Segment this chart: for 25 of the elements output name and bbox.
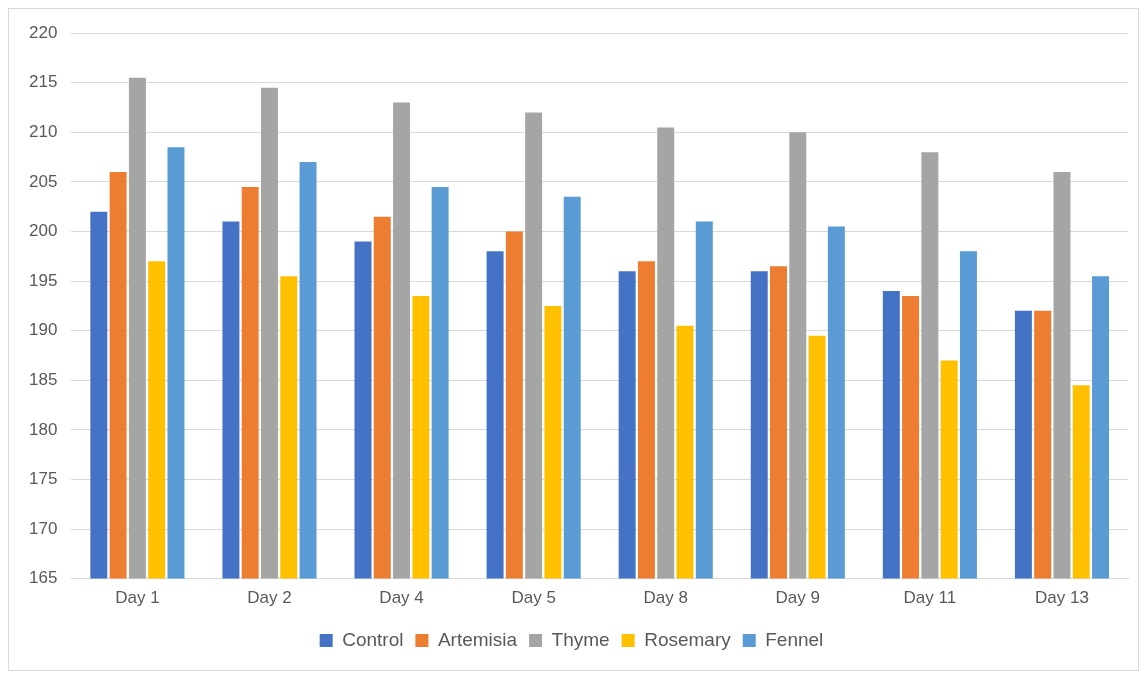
legend-label: Control: [342, 628, 404, 650]
y-tick-label: 175: [28, 469, 58, 489]
y-tick-label: 185: [28, 369, 58, 389]
y-tick-label: 200: [28, 221, 58, 241]
y-tick-label: 210: [28, 122, 58, 142]
x-tick-label: Day 8: [643, 588, 688, 608]
x-tick-label: Day 4: [379, 588, 424, 608]
x-tick-label: Day 2: [247, 588, 292, 608]
legend-label: Thyme: [551, 628, 610, 650]
y-tick-label: 205: [28, 171, 58, 191]
x-tick-label: Day 1: [115, 588, 160, 608]
legend-label: Artemisia: [437, 628, 518, 650]
x-tick-label: Day 13: [1035, 588, 1089, 608]
x-tick-label: Day 5: [511, 588, 556, 608]
y-tick-label: 170: [28, 518, 58, 538]
legend-label: Fennel: [765, 628, 824, 650]
y-tick-label: 195: [28, 270, 58, 290]
y-tick-label: 190: [28, 320, 58, 340]
x-tick-label: Day 11: [903, 588, 957, 608]
y-tick-label: 180: [28, 419, 58, 439]
y-tick-label: 165: [28, 568, 58, 588]
x-tick-label: Day 9: [775, 588, 821, 608]
y-tick-label: 220: [28, 22, 58, 42]
y-tick-label: 215: [28, 72, 58, 92]
legend-label: Rosemary: [644, 628, 732, 650]
